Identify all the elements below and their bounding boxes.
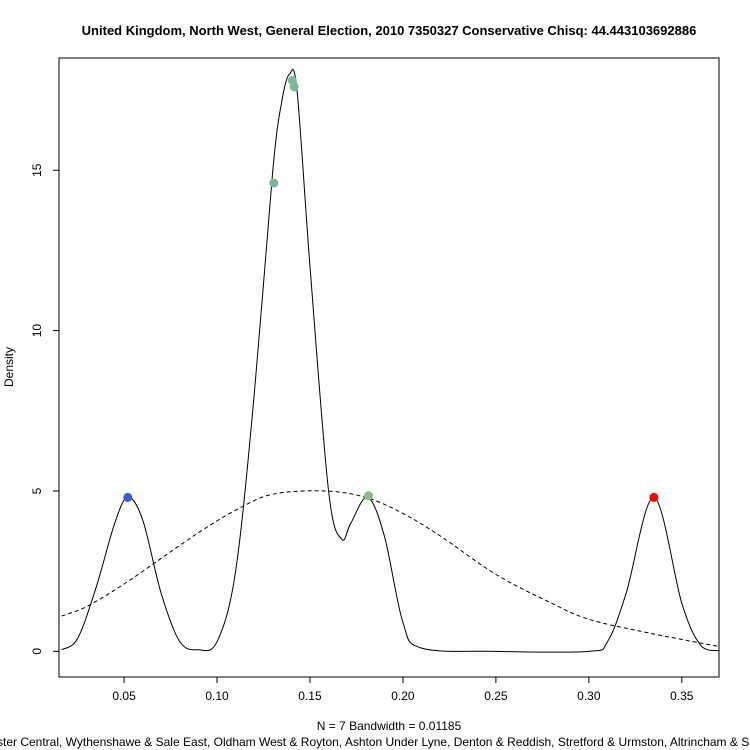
density-curve <box>61 68 720 653</box>
y-axis-label: Density <box>2 347 16 387</box>
x-tick-label: 0.30 <box>577 689 601 703</box>
x-axis: 0.05 0.10 0.15 0.20 0.25 0.30 0.35 <box>112 676 694 703</box>
x-axis-label: N = 7 Bandwidth = 0.01185 <box>317 719 462 733</box>
x-tick-label: 0.10 <box>205 689 229 703</box>
x-tick-label: 0.05 <box>112 689 136 703</box>
data-point <box>364 491 374 501</box>
dashed-density-curve <box>61 490 720 648</box>
data-point <box>289 82 299 92</box>
y-tick-label: 10 <box>30 324 44 338</box>
y-tick-label: 5 <box>30 487 44 494</box>
y-tick-label: 15 <box>30 163 44 177</box>
chart-title: United Kingdom, North West, General Elec… <box>82 23 697 38</box>
points-layer <box>123 75 659 502</box>
x-tick-label: 0.20 <box>391 689 415 703</box>
data-point <box>649 492 659 502</box>
x-tick-label: 0.25 <box>484 689 508 703</box>
data-point <box>123 492 133 502</box>
x-tick-label: 0.15 <box>298 689 322 703</box>
series-layer <box>61 68 720 653</box>
y-axis: 0 5 10 15 <box>30 163 60 655</box>
x-tick-label: 0.35 <box>670 689 694 703</box>
y-tick-label: 0 <box>30 648 44 655</box>
chart-subtitle: Manchester Central, Wythenshawe & Sale E… <box>0 735 750 749</box>
data-point <box>269 178 279 188</box>
